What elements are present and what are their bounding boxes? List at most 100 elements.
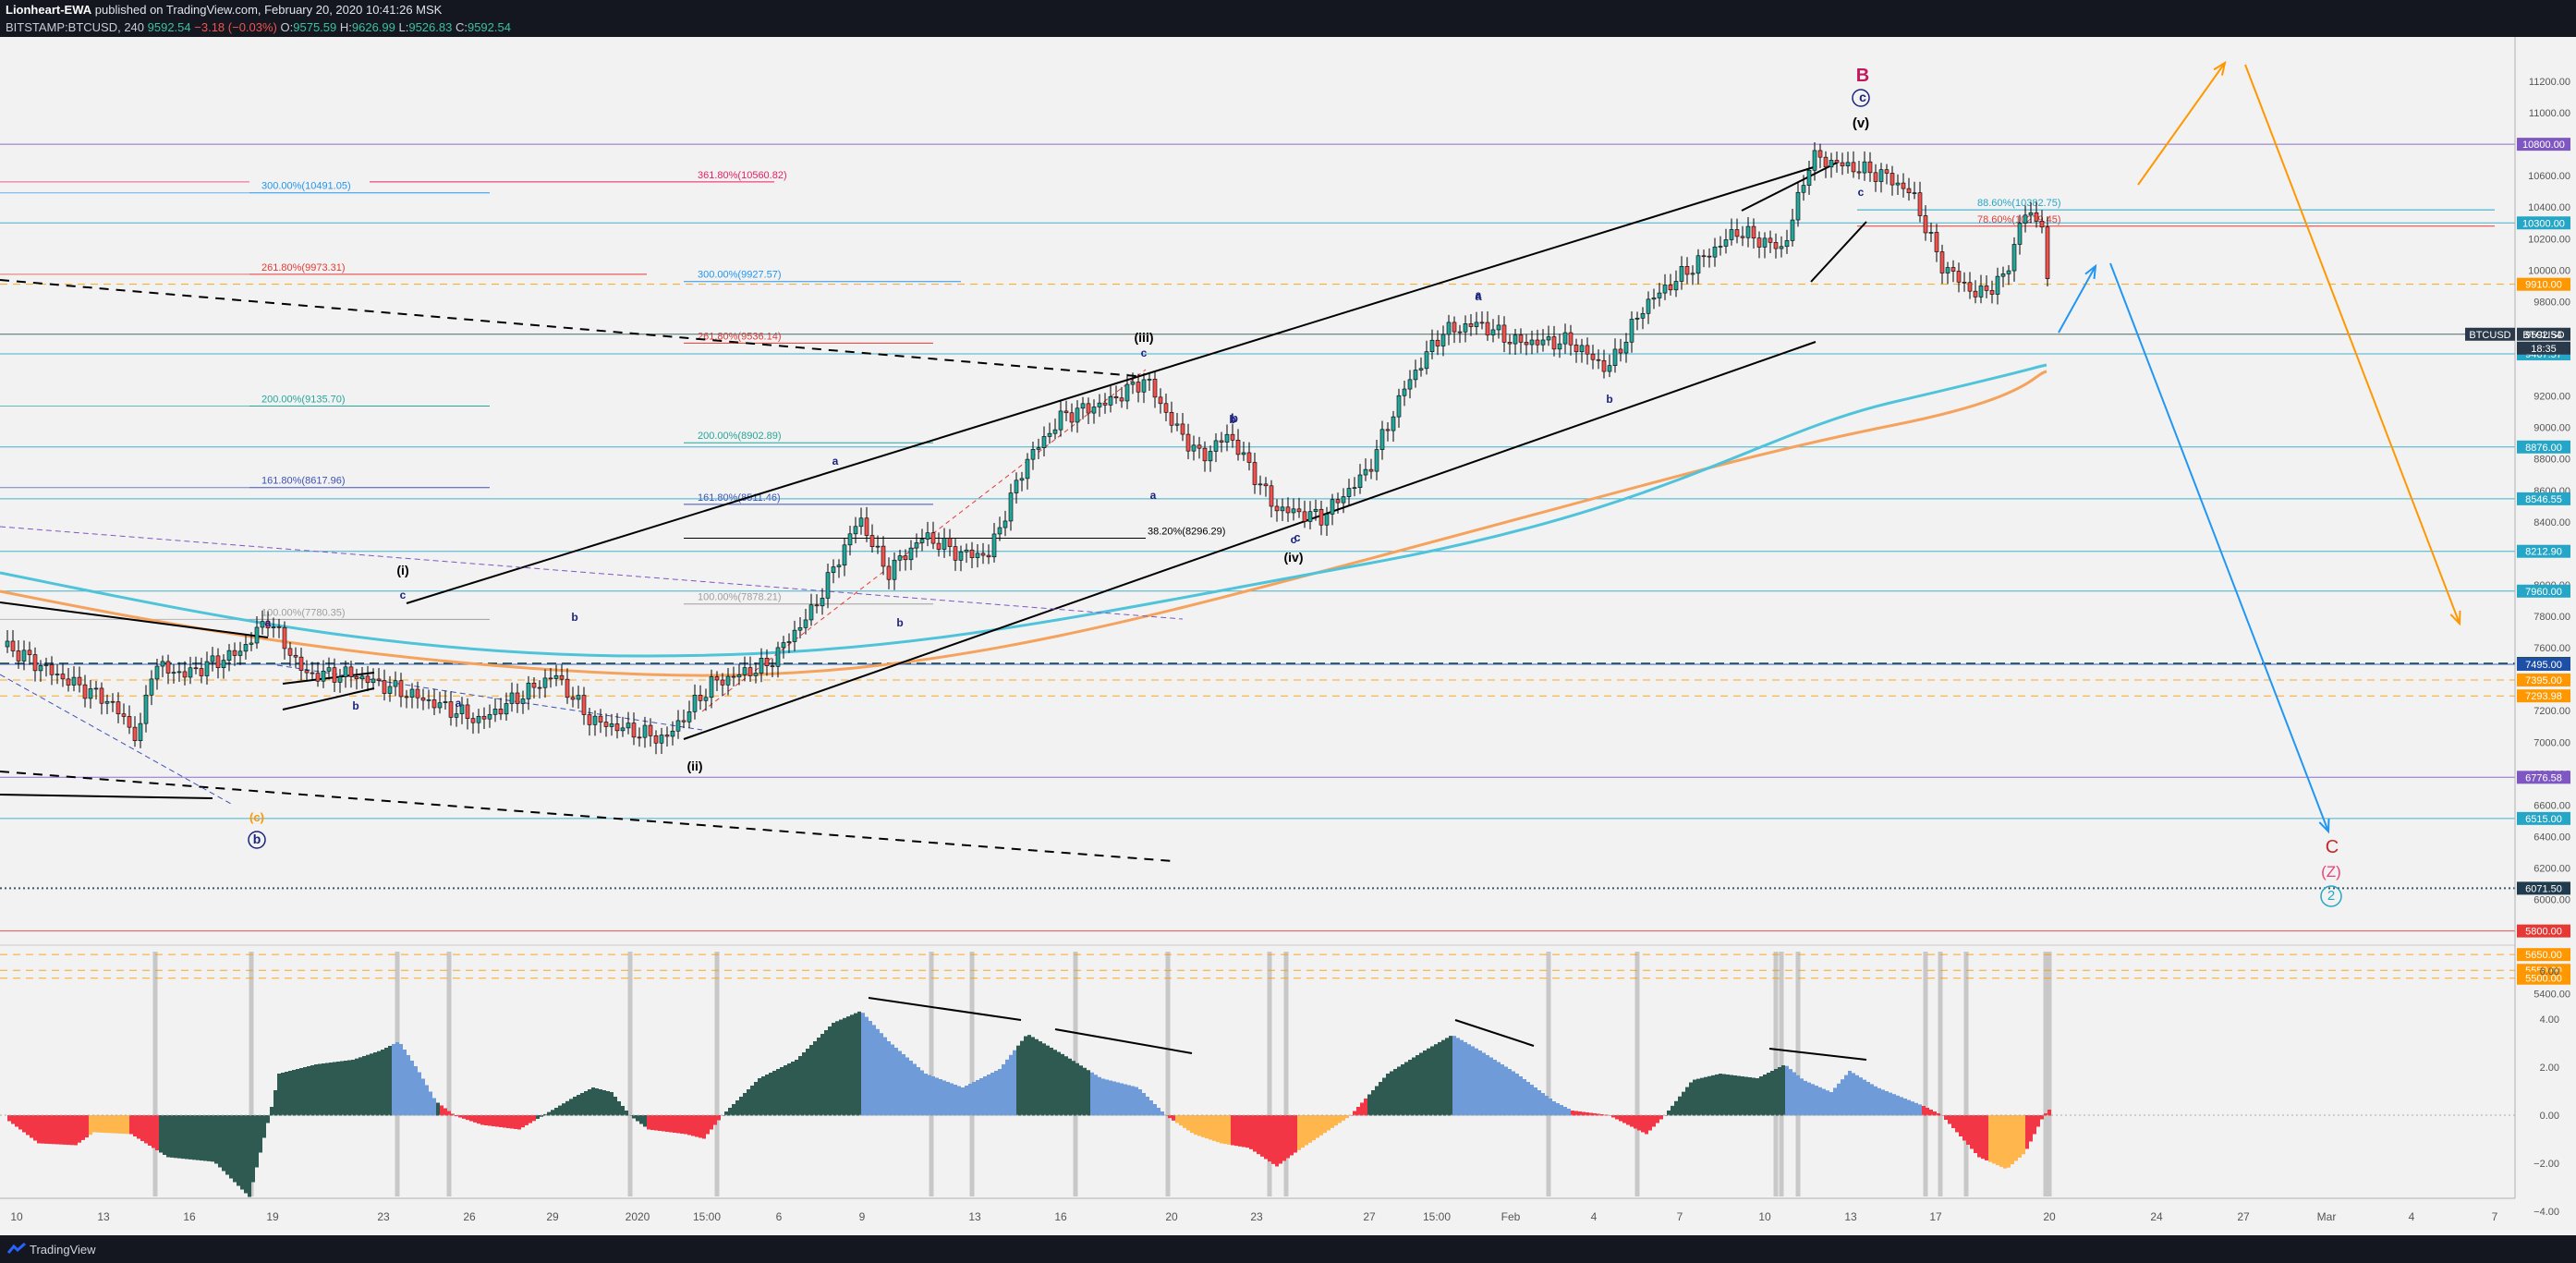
oscillator-bar <box>872 1025 876 1116</box>
candle-body <box>1357 474 1363 489</box>
price-badge <box>2517 492 2570 505</box>
price-badge <box>2517 277 2570 291</box>
oscillator-bar <box>1194 1115 1197 1135</box>
tradingview-logo-icon[interactable] <box>7 1242 26 1257</box>
chart-canvas[interactable]: 361.80%(10560.82) 300.00%(10491.05) 261.80… <box>0 37 2576 1235</box>
candle-body <box>753 673 759 676</box>
oscillator-bar <box>207 1115 211 1161</box>
oscillator-bar <box>1641 1115 1645 1133</box>
oscillator-bar <box>2047 1110 2051 1116</box>
oscillator-bar <box>262 1115 266 1138</box>
candle-body <box>1679 266 1684 282</box>
brand-name[interactable]: TradingView <box>30 1243 96 1257</box>
candle-body <box>448 701 454 718</box>
oscillator-bar <box>370 1053 373 1116</box>
oscillator-bar <box>1922 1106 1926 1116</box>
oscillator-bar <box>1294 1115 1297 1153</box>
oscillator-bar <box>1844 1075 1848 1116</box>
price-axis[interactable]: 11200.00 11000.00 10600.00 10400.00 10200.00… <box>2465 77 2570 1001</box>
oscillator-bar <box>850 1014 854 1116</box>
candle-body <box>1235 440 1241 455</box>
oscillator-bar <box>1482 1052 1486 1116</box>
oscillator-bar <box>1172 1115 1175 1121</box>
symbol-label[interactable]: BITSTAMP:BTCUSD, 240 <box>6 20 145 34</box>
oscillator-bar <box>1671 1105 1674 1116</box>
oscillator-pane <box>0 997 2515 1197</box>
oscillator-bar <box>15 1115 18 1127</box>
candle-body <box>1501 324 1507 343</box>
time-axis-bg[interactable] <box>0 1198 2515 1235</box>
candle-body <box>1756 237 1762 248</box>
oscillator-bar <box>1589 1112 1593 1116</box>
oscillator-bar <box>1693 1079 1696 1116</box>
oscillator-bar <box>1804 1080 1807 1116</box>
oscillator-axis[interactable]: 6.004.002.000.00−2.00−4.00−6.00 <box>2533 966 2559 1235</box>
oscillator-bar <box>1242 1115 1245 1148</box>
price-badge <box>2517 584 2570 598</box>
oscillator-bar <box>418 1072 421 1116</box>
price-badge-label: BTCUSD <box>2522 330 2564 341</box>
candle-body <box>1623 341 1629 354</box>
oscillator-bar <box>1497 1062 1501 1116</box>
candle-body <box>797 627 803 631</box>
candle-body <box>359 675 365 680</box>
oscillator-bar <box>710 1115 713 1130</box>
candle-body <box>1773 242 1779 249</box>
oscillator-bar <box>480 1115 484 1125</box>
oscillator-bar <box>1534 1087 1537 1116</box>
candle-body <box>969 549 975 558</box>
time-tick: 9 <box>859 1210 866 1223</box>
candle-body <box>165 661 171 674</box>
time-axis[interactable]: 10 13 16 19 23 26 29 2020 15:00 6 9 13 16 20 23 27 15:00… <box>10 1210 2497 1223</box>
oscillator-bar <box>1659 1115 1663 1120</box>
oscillator-bar <box>935 1077 939 1116</box>
candle-body <box>415 688 420 698</box>
price-axis-bg[interactable] <box>2515 37 2576 1198</box>
candle-body <box>570 697 576 700</box>
candle-body <box>958 551 964 561</box>
candle-body <box>1535 339 1540 346</box>
time-tick: 2020 <box>626 1210 650 1223</box>
oscillator-bar <box>1996 1115 1999 1166</box>
oscillator-bar <box>647 1115 650 1130</box>
wave-label: b <box>1231 411 1238 425</box>
oscillator-bar <box>1822 1088 1826 1116</box>
osc-tick: 4.00 <box>2540 1014 2559 1026</box>
candle-body <box>1158 396 1163 405</box>
oscillator-bar <box>1393 1069 1397 1116</box>
oscillator-bar <box>1456 1038 1460 1116</box>
candle-body <box>348 666 354 677</box>
oscillator-bar <box>1253 1115 1257 1152</box>
oscillator-bar <box>869 1021 872 1116</box>
price-tick: 7000.00 <box>2533 737 2570 748</box>
oscillator-bar <box>273 1090 277 1116</box>
oscillator-bar <box>1305 1115 1308 1146</box>
oscillator-bar <box>1756 1078 1759 1116</box>
oscillator-bar <box>1537 1090 1541 1116</box>
oscillator-bar <box>843 1017 846 1116</box>
oscillator-bar <box>1338 1115 1342 1123</box>
candle-body <box>365 675 371 684</box>
oscillator-bar <box>588 1089 591 1116</box>
time-tick: 29 <box>546 1210 559 1223</box>
oscillator-bar <box>1260 1115 1264 1157</box>
ohlc-line: BITSTAMP:BTCUSD, 240 9592.54 −3.18 (−0.0… <box>6 20 511 34</box>
last-price: 9592.54 <box>147 20 191 34</box>
fib-level-label: 261.80%(9536.14) <box>698 331 782 342</box>
oscillator-bar <box>399 1044 403 1116</box>
publish-line: Lionheart-EWA published on TradingView.c… <box>6 3 442 17</box>
oscillator-bar <box>1301 1115 1305 1148</box>
oscillator-bar <box>1667 1110 1671 1116</box>
candle-body <box>1452 322 1457 333</box>
symbol-badge-label: BTCUSD <box>2469 330 2510 341</box>
candle-body <box>1917 192 1923 216</box>
candle-body <box>1906 188 1912 194</box>
projection-arrows <box>2058 60 2461 834</box>
candle-body <box>1230 433 1235 441</box>
author-name[interactable]: Lionheart-EWA <box>6 3 92 17</box>
oscillator-bar <box>1977 1115 1981 1158</box>
footer-bar: TradingView <box>0 1235 2576 1263</box>
oscillator-bar <box>1098 1076 1101 1116</box>
candle-body <box>404 696 409 698</box>
candle-body <box>60 674 66 680</box>
